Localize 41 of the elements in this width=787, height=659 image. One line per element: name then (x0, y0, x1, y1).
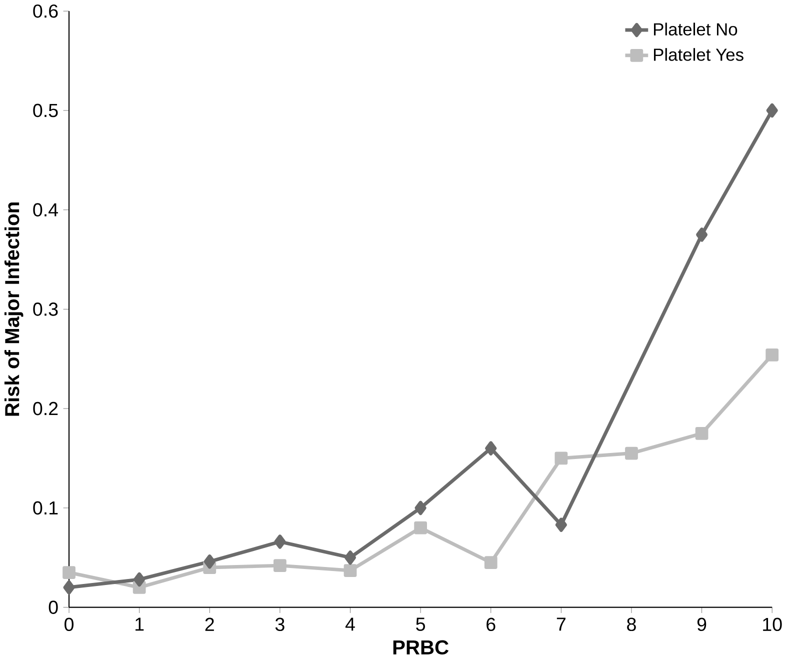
point (344, 564, 357, 577)
point (134, 572, 146, 587)
x-tick-label: 0 (64, 618, 74, 632)
point (555, 518, 567, 532)
x-tick-label: 5 (416, 618, 425, 631)
point (63, 580, 75, 595)
point (695, 426, 708, 440)
y-tick-label: 0.3 (33, 302, 58, 316)
y-axis-title: Risk of Major Infection (4, 202, 24, 416)
x-tick-label: 6 (486, 618, 496, 632)
point (696, 228, 708, 242)
x-tick-label: 7 (556, 618, 566, 631)
point (485, 441, 497, 456)
point (62, 566, 76, 579)
point (274, 534, 286, 549)
point (554, 452, 568, 465)
legend-label: Platelet No (654, 22, 738, 36)
point (414, 521, 427, 534)
point (414, 500, 426, 516)
point (344, 550, 356, 565)
y-tick-label: 0 (48, 600, 58, 614)
point (766, 348, 779, 362)
y-tick-label: 0.6 (33, 4, 58, 18)
x-tick-label: 1 (136, 618, 144, 631)
y-tick-label: 0.4 (33, 203, 58, 216)
x-tick-label: 4 (345, 618, 355, 631)
point (274, 559, 286, 572)
point (484, 556, 498, 570)
x-tick-label: 3 (275, 618, 284, 632)
x-tick-label: 10 (763, 618, 782, 632)
point (204, 554, 216, 569)
y-tick-label: 0.1 (33, 501, 58, 515)
x-axis-title: PRBC (393, 640, 448, 655)
point (625, 446, 638, 460)
y-tick-label: 0.2 (33, 402, 58, 416)
x-tick-label: 2 (205, 618, 214, 631)
point (766, 103, 778, 118)
y-tick-label: 0.5 (33, 104, 58, 118)
x-tick-label: 8 (627, 618, 636, 632)
legend-label: Platelet Yes (654, 48, 744, 61)
x-tick-label: 9 (697, 618, 706, 632)
